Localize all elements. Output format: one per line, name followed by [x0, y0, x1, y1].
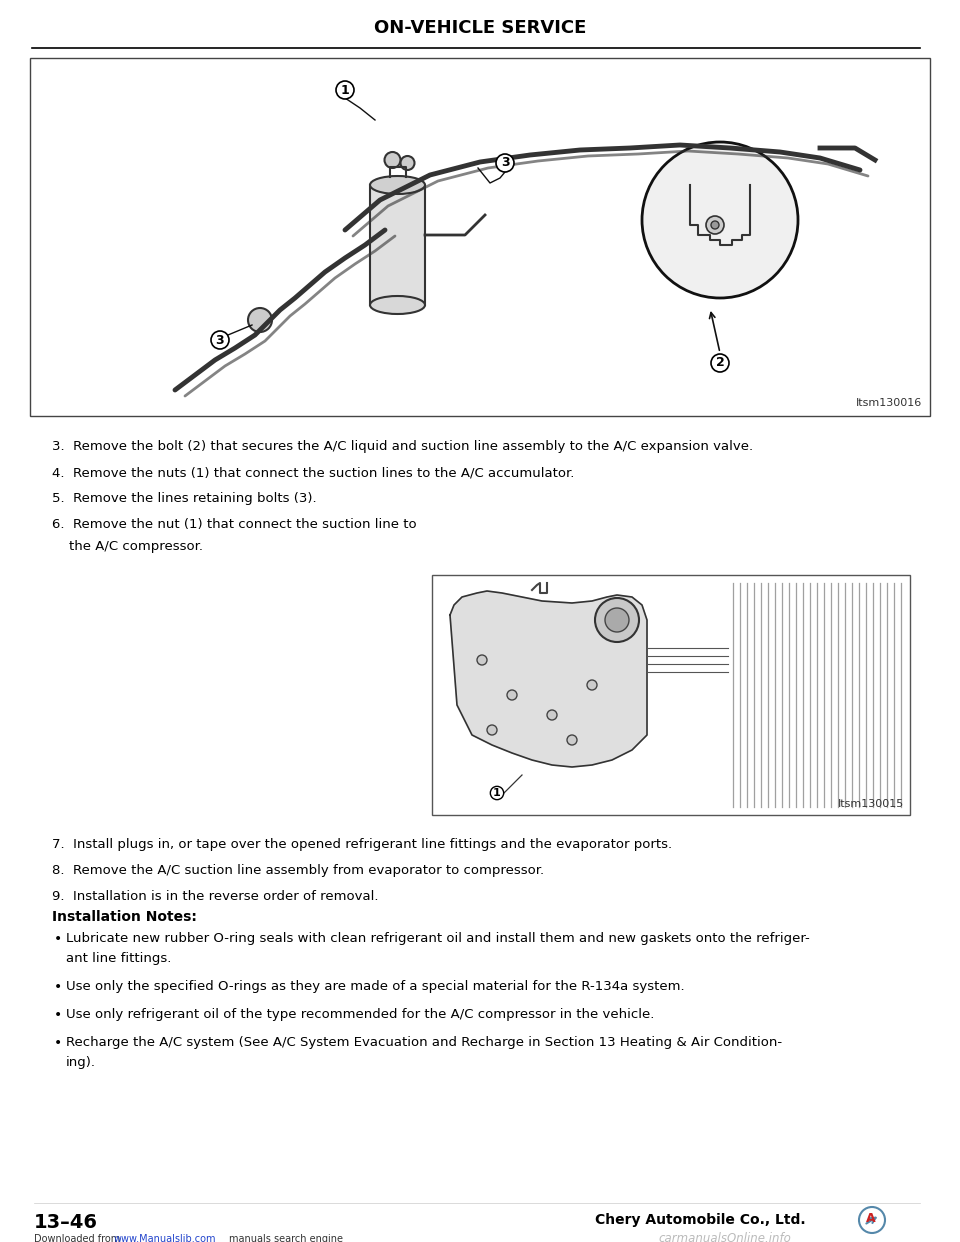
- Text: Itsm130016: Itsm130016: [855, 397, 922, 409]
- Text: www.Manualslib.com: www.Manualslib.com: [114, 1235, 217, 1242]
- Text: 1: 1: [493, 787, 501, 799]
- Circle shape: [507, 691, 517, 700]
- Text: Downloaded from: Downloaded from: [34, 1235, 120, 1242]
- Bar: [30, 58, 930, 416]
- Text: 7.  Install plugs in, or tape over the opened refrigerant line fittings and the : 7. Install plugs in, or tape over the op…: [52, 838, 672, 851]
- Circle shape: [547, 710, 557, 720]
- Bar: [432, 575, 910, 815]
- Ellipse shape: [370, 176, 425, 194]
- Text: 2: 2: [715, 356, 725, 370]
- Text: ing).: ing).: [66, 1056, 96, 1069]
- Text: 3.  Remove the bolt (2) that secures the A/C liquid and suction line assembly to: 3. Remove the bolt (2) that secures the …: [52, 440, 754, 453]
- Text: 9.  Installation is in the reverse order of removal.: 9. Installation is in the reverse order …: [52, 891, 378, 903]
- Bar: [370, 185, 425, 306]
- Circle shape: [711, 221, 719, 229]
- Text: A: A: [866, 1212, 876, 1226]
- Circle shape: [642, 142, 798, 298]
- Circle shape: [587, 681, 597, 691]
- Text: Use only the specified O-rings as they are made of a special material for the R-: Use only the specified O-rings as they a…: [66, 980, 684, 994]
- Text: Lubricate new rubber O-ring seals with clean refrigerant oil and install them an: Lubricate new rubber O-ring seals with c…: [66, 932, 809, 945]
- Text: Chery Automobile Co., Ltd.: Chery Automobile Co., Ltd.: [595, 1213, 805, 1227]
- Text: carmanualsOnline.info: carmanualsOnline.info: [658, 1232, 791, 1242]
- Ellipse shape: [370, 296, 425, 314]
- Text: Recharge the A/C system (See A/C System Evacuation and Recharge in Section 13 He: Recharge the A/C system (See A/C System …: [66, 1036, 782, 1049]
- Text: •: •: [54, 1009, 62, 1022]
- Circle shape: [487, 725, 497, 735]
- Text: Use only refrigerant oil of the type recommended for the A/C compressor in the v: Use only refrigerant oil of the type rec…: [66, 1009, 655, 1021]
- Text: Installation Notes:: Installation Notes:: [52, 910, 197, 924]
- Text: 5.  Remove the lines retaining bolts (3).: 5. Remove the lines retaining bolts (3).: [52, 492, 317, 505]
- Circle shape: [706, 216, 724, 233]
- Text: the A/C compressor.: the A/C compressor.: [52, 540, 203, 553]
- Circle shape: [605, 609, 629, 632]
- Text: 13–46: 13–46: [34, 1213, 98, 1232]
- Circle shape: [567, 735, 577, 745]
- Text: 1: 1: [341, 83, 349, 97]
- Text: 8.  Remove the A/C suction line assembly from evaporator to compressor.: 8. Remove the A/C suction line assembly …: [52, 864, 544, 877]
- Text: ON-VEHICLE SERVICE: ON-VEHICLE SERVICE: [373, 19, 587, 37]
- Text: •: •: [54, 932, 62, 946]
- Circle shape: [248, 308, 272, 332]
- Text: 3: 3: [501, 156, 510, 169]
- Text: •: •: [54, 1036, 62, 1049]
- Text: manuals search engine: manuals search engine: [229, 1235, 343, 1242]
- Circle shape: [400, 156, 415, 170]
- Text: 6.  Remove the nut (1) that connect the suction line to: 6. Remove the nut (1) that connect the s…: [52, 518, 417, 532]
- Circle shape: [385, 152, 400, 168]
- Circle shape: [477, 655, 487, 664]
- Circle shape: [595, 597, 639, 642]
- Polygon shape: [450, 591, 647, 768]
- Text: 3: 3: [216, 334, 225, 347]
- Text: Itsm130015: Itsm130015: [838, 799, 904, 809]
- Text: 4.  Remove the nuts (1) that connect the suction lines to the A/C accumulator.: 4. Remove the nuts (1) that connect the …: [52, 466, 574, 479]
- Text: •: •: [54, 980, 62, 994]
- Text: ant line fittings.: ant line fittings.: [66, 953, 172, 965]
